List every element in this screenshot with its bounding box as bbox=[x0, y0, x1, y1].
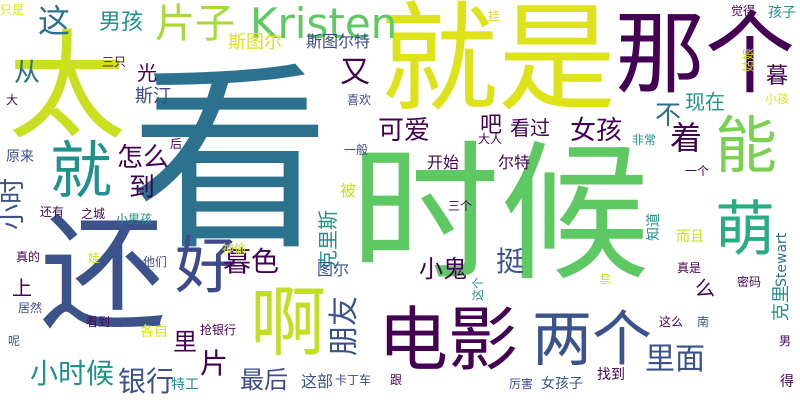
word-cloud-word: 特工 bbox=[171, 377, 199, 393]
word-cloud-word: 就是 bbox=[380, 0, 617, 128]
word-cloud-word: 又 bbox=[340, 55, 370, 90]
word-cloud-word: 厉害 bbox=[509, 377, 534, 391]
word-cloud-word: Kristen bbox=[250, 0, 398, 48]
word-cloud-word: 这部 bbox=[301, 372, 334, 391]
word-cloud-word: 小时 bbox=[0, 178, 28, 231]
word-cloud-word: 原来 bbox=[6, 149, 34, 165]
word-cloud-word: 么 bbox=[695, 276, 715, 300]
word-cloud-word: 看到 bbox=[86, 315, 111, 329]
word-cloud-word: 各自 bbox=[140, 324, 168, 340]
word-cloud-word: 找到 bbox=[597, 367, 625, 383]
word-cloud-word: 光 bbox=[137, 61, 157, 85]
word-cloud-word: 喜欢 bbox=[347, 93, 372, 107]
word-cloud-word: 斯汀 bbox=[135, 86, 171, 107]
word-cloud-word: 吧 bbox=[480, 113, 503, 138]
word-cloud-word: 着 bbox=[670, 119, 703, 157]
word-cloud-word: 还有 bbox=[40, 205, 65, 219]
word-cloud-word: 看过 bbox=[510, 116, 550, 140]
word-cloud-word: 得 bbox=[780, 374, 794, 390]
word-cloud-word: 后 bbox=[170, 137, 183, 151]
word-cloud-word: 只是 bbox=[0, 3, 25, 17]
word-cloud-word: 片子 bbox=[155, 1, 235, 47]
word-cloud-word: 女孩子 bbox=[541, 376, 583, 392]
word-cloud-word: 密码 bbox=[737, 275, 762, 289]
word-cloud-word: 女孩 bbox=[570, 116, 623, 146]
word-cloud-word: 神偷 bbox=[222, 242, 247, 256]
word-cloud-word: 帅 bbox=[599, 273, 613, 286]
word-cloud-word: 斯图尔特 bbox=[306, 32, 371, 51]
word-cloud-word: 呢 bbox=[8, 334, 21, 348]
word-cloud-word: 小男孩 bbox=[116, 212, 153, 226]
word-cloud-word: 南 bbox=[697, 315, 710, 329]
word-cloud-word: 而且 bbox=[676, 229, 704, 245]
word-cloud-word: 跟 bbox=[390, 373, 403, 387]
word-cloud-word: 非常 bbox=[632, 133, 657, 147]
word-cloud-word: 真是 bbox=[677, 261, 702, 275]
word-cloud-word: 太 bbox=[8, 18, 127, 156]
word-cloud-word: 朋友 bbox=[327, 296, 362, 356]
word-cloud-word: 小时候 bbox=[30, 357, 115, 390]
word-cloud-word: 之城 bbox=[81, 207, 106, 221]
word-cloud-word: 他们 bbox=[143, 255, 168, 269]
word-cloud-word: 就 bbox=[50, 134, 113, 207]
word-cloud-word: 大人 bbox=[478, 132, 503, 146]
word-cloud-word: 孩子 bbox=[768, 5, 796, 21]
word-cloud-word: 里 bbox=[173, 328, 197, 356]
word-cloud-word: 小鬼 bbox=[419, 255, 467, 283]
word-cloud-word: 这么 bbox=[659, 315, 684, 329]
word-cloud-word: 怎么 bbox=[117, 143, 170, 173]
word-cloud-word: 时候 bbox=[350, 128, 651, 302]
word-cloud-word: 姑娘 bbox=[741, 48, 755, 73]
word-cloud-word: 娃 bbox=[88, 251, 101, 265]
word-cloud-word: 尔特 bbox=[498, 153, 531, 172]
word-cloud-word: 真的 bbox=[16, 250, 41, 264]
word-cloud-word: Stewart bbox=[774, 233, 790, 288]
word-cloud-word: 看 bbox=[130, 45, 331, 278]
word-cloud-word: 暮 bbox=[766, 64, 789, 89]
word-cloud-word: 可爱 bbox=[378, 116, 431, 146]
word-cloud-word: 图尔 bbox=[317, 260, 350, 279]
word-cloud-word: 一般 bbox=[344, 143, 369, 157]
word-cloud-word: 一个 bbox=[685, 164, 710, 178]
word-cloud-word: 抢银行 bbox=[200, 323, 237, 337]
word-cloud-word: 知道 bbox=[646, 213, 662, 241]
word-cloud-word: 到 bbox=[129, 173, 156, 203]
word-cloud-word: 开始 bbox=[427, 153, 460, 172]
word-cloud-word: 觉得 bbox=[731, 4, 756, 18]
word-cloud-word: 三个 bbox=[448, 199, 473, 213]
word-cloud-word: 好 bbox=[175, 229, 238, 302]
word-cloud-word: 啊 bbox=[250, 278, 326, 367]
word-cloud-word: 挺 bbox=[496, 245, 525, 278]
word-cloud-word: 这 bbox=[38, 2, 71, 40]
word-cloud-word: 克里 bbox=[771, 285, 792, 321]
word-cloud-word: 还 bbox=[40, 201, 166, 348]
word-cloud-word: 不 bbox=[655, 101, 682, 131]
word-cloud-word: 挂 bbox=[488, 9, 501, 23]
word-cloud-word: 那个 bbox=[615, 2, 795, 107]
word-cloud-word: 能 bbox=[715, 109, 778, 182]
word-cloud-word: 最后 bbox=[240, 366, 288, 394]
word-cloud-word: 大 bbox=[6, 93, 19, 107]
word-cloud-word: 银行 bbox=[118, 365, 175, 398]
word-cloud-word: 男 bbox=[779, 334, 792, 348]
word-cloud-word: 小孩 bbox=[765, 92, 790, 106]
word-cloud-word: 片 bbox=[200, 347, 229, 380]
word-cloud-word: 从 bbox=[14, 58, 41, 88]
word-cloud-word: 这个 bbox=[471, 277, 485, 302]
word-cloud-word: 暮色 bbox=[223, 245, 280, 278]
word-cloud-word: 三只 bbox=[102, 55, 127, 69]
word-cloud-word: 居然 bbox=[18, 301, 43, 315]
word-cloud-word: 卡丁车 bbox=[335, 373, 372, 387]
word-cloud-word: 电影 bbox=[378, 299, 518, 381]
word-cloud-word: 里面 bbox=[645, 342, 705, 377]
word-cloud-word: 斯图尔 bbox=[228, 32, 282, 53]
word-cloud-word: 上 bbox=[12, 276, 32, 300]
word-cloud-word: 萌 bbox=[715, 195, 775, 265]
word-cloud-word: 两个 bbox=[532, 305, 652, 375]
word-cloud-word: 男孩 bbox=[99, 10, 144, 35]
word-cloud-word: 现在 bbox=[685, 90, 725, 114]
word-cloud-word: 被 bbox=[340, 181, 357, 200]
